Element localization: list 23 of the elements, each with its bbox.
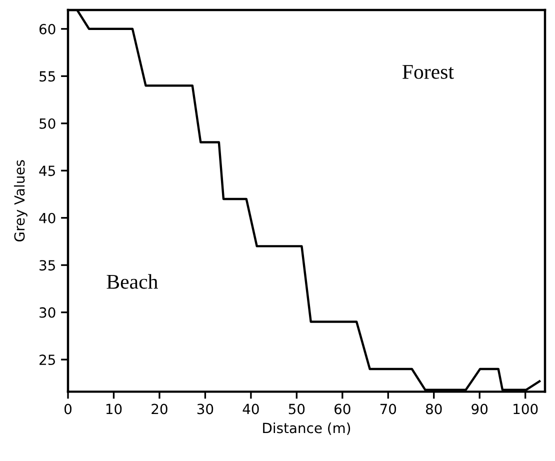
x-axis-title: Distance (m) [263, 422, 350, 435]
y-tick-label: 35 [40, 260, 55, 271]
x-tick-label: 40 [242, 404, 259, 414]
annotation: Forest [402, 65, 454, 79]
x-tick-label: 60 [334, 404, 350, 414]
x-tick-label: 10 [106, 404, 122, 414]
y-tick-label: 50 [40, 118, 56, 129]
x-tick-label: 0 [64, 404, 72, 414]
x-tick-label: 80 [426, 404, 442, 414]
y-tick-label: 45 [39, 166, 55, 176]
annotation: Beach [106, 274, 158, 289]
x-tick-label: 20 [152, 404, 168, 414]
x-tick-label: 90 [472, 404, 488, 414]
y-tick-label: 25 [40, 354, 55, 366]
x-tick-label: 100 [514, 404, 538, 414]
y-tick-label: 60 [39, 24, 56, 34]
x-tick-label: 70 [380, 404, 396, 414]
y-tick-label: 55 [40, 71, 55, 82]
x-tick-label: 50 [288, 404, 305, 414]
y-axis-title: Grey Values [14, 160, 28, 242]
y-tick-label: 30 [40, 307, 56, 318]
y-tick-label: 40 [39, 212, 56, 224]
x-tick-label: 30 [197, 404, 214, 414]
